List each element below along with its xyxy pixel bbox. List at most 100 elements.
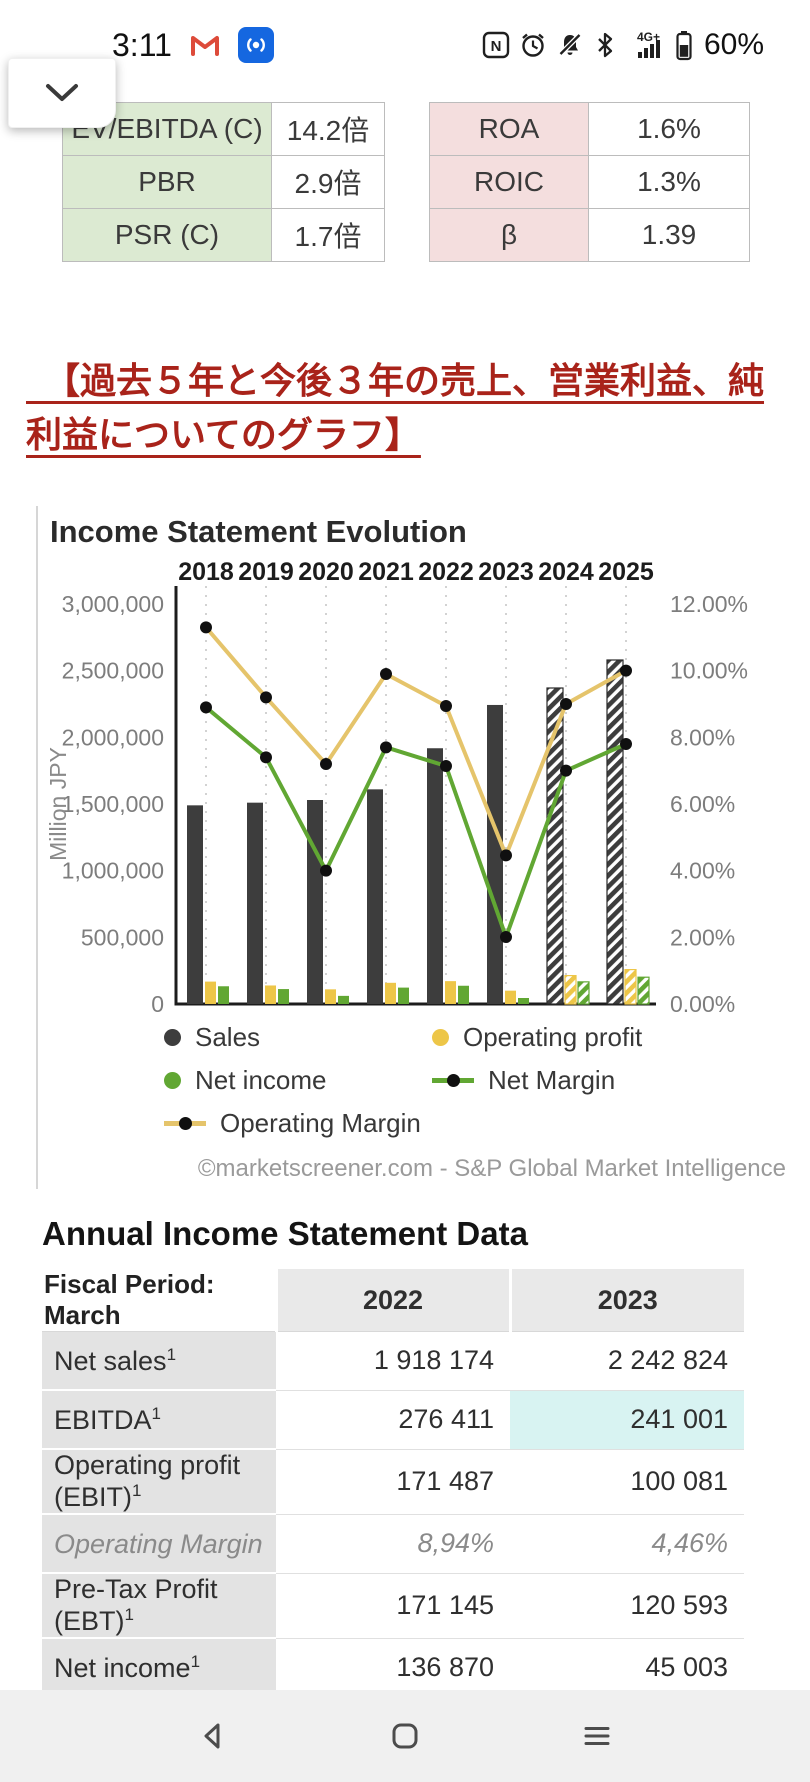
table-row: Operating profit (EBIT)1 171 487 100 081 — [42, 1449, 744, 1515]
status-bar: 3:11 N 4G+ 60% — [0, 0, 810, 90]
valuation-table: EV/EBITDA (C) 14.2倍 PBR 2.9倍 PSR (C) 1.7倍 — [62, 102, 385, 262]
net-income-marker-icon — [164, 1072, 181, 1089]
legend-label: Net income — [195, 1065, 327, 1095]
metric-value: 1.39 — [588, 208, 750, 262]
income-statement-chart: 2018 2019 2020 2021 2022 2023 2024 2025 0 500,000… — [45, 558, 748, 1016]
metric-label: PBR — [62, 155, 272, 209]
svg-text:2.00%: 2.00% — [670, 924, 735, 950]
table-row: ROA 1.6% — [429, 102, 750, 156]
table-row: β 1.39 — [429, 208, 750, 262]
table-row: Net sales1 1 918 174 2 242 824 — [42, 1331, 744, 1391]
metric-label: PSR (C) — [62, 208, 272, 262]
table-row: Net income1 136 870 45 003 — [42, 1638, 744, 1698]
metric-value: 14.2倍 — [271, 102, 385, 156]
svg-text:2,000,000: 2,000,000 — [62, 724, 164, 750]
column-header-2022: 2022 — [274, 1269, 510, 1332]
home-icon — [392, 1723, 418, 1749]
legend-item-sales: Sales — [164, 1022, 432, 1053]
gmail-icon — [190, 36, 219, 56]
legend-item-net-margin: Net Margin — [432, 1065, 792, 1096]
table-row: Operating Margin 8,94% 4,46% — [42, 1514, 744, 1574]
legend-label: Sales — [195, 1022, 261, 1052]
metric-value: 1.6% — [588, 102, 750, 156]
cell-2022: 136 870 — [276, 1638, 510, 1698]
chart-legend: Sales Operating profit Net income Net Ma… — [164, 1022, 792, 1139]
metric-value: 2.9倍 — [271, 155, 385, 209]
svg-text:6.00%: 6.00% — [670, 791, 735, 817]
legend-item-operating-margin: Operating Margin — [164, 1108, 432, 1139]
svg-text:1,000,000: 1,000,000 — [62, 858, 164, 884]
home-button[interactable] — [388, 1719, 422, 1753]
table-header-row: Fiscal Period: March 2022 2023 — [42, 1269, 744, 1332]
operating-margin-marker-icon — [164, 1117, 206, 1130]
fiscal-period-label: Fiscal Period: March — [42, 1269, 276, 1332]
row-label: Net income — [54, 1652, 191, 1683]
recents-icon — [584, 1727, 610, 1745]
alarm-icon — [522, 33, 544, 57]
cell-2023: 45 003 — [510, 1638, 744, 1698]
legend-item-operating-profit: Operating profit — [432, 1022, 792, 1053]
svg-text:1,500,000: 1,500,000 — [62, 791, 164, 817]
back-button[interactable] — [196, 1719, 230, 1753]
hotspot-icon — [237, 27, 274, 63]
cell-2023: 2 242 824 — [510, 1331, 744, 1391]
svg-text:2025: 2025 — [598, 558, 654, 586]
row-label: Net sales — [54, 1345, 167, 1376]
svg-text:4.00%: 4.00% — [670, 858, 735, 884]
column-header-2023: 2023 — [508, 1269, 744, 1332]
chevron-down-icon — [46, 84, 78, 101]
android-nav-bar — [0, 1690, 810, 1782]
annual-table-wrap: Fiscal Period: March 2022 2023 Net sales… — [42, 1269, 744, 1731]
table-row: ROIC 1.3% — [429, 155, 750, 209]
row-label: Operating Margin — [54, 1528, 263, 1559]
status-right: N 4G+ 60% — [482, 28, 764, 62]
notifications-off-icon — [558, 33, 582, 56]
svg-text:8.00%: 8.00% — [670, 724, 735, 750]
svg-text:2022: 2022 — [418, 558, 474, 586]
annual-table-title: Annual Income Statement Data — [42, 1215, 528, 1252]
cell-2023-highlighted: 241 001 — [510, 1390, 744, 1450]
table-row: Pre-Tax Profit (EBT)1 171 145 120 593 — [42, 1573, 744, 1639]
metric-value: 1.7倍 — [271, 208, 385, 262]
row-label: Operating profit (EBIT) — [54, 1450, 241, 1512]
legend-label: Operating profit — [463, 1022, 643, 1052]
signal-4g-icon: 4G+ — [637, 30, 660, 58]
cell-2022: 171 145 — [276, 1573, 510, 1639]
svg-text:2024: 2024 — [538, 558, 594, 586]
cell-2022: 8,94% — [276, 1514, 510, 1574]
svg-text:0.00%: 0.00% — [670, 991, 735, 1016]
cell-2023: 100 081 — [510, 1449, 744, 1515]
table-row: PBR 2.9倍 — [62, 155, 385, 209]
cell-2022: 1 918 174 — [276, 1331, 510, 1391]
bluetooth-icon — [598, 32, 613, 58]
status-left: 3:11 — [112, 27, 274, 64]
svg-text:Million JPY: Million JPY — [45, 747, 71, 861]
nfc-icon: N — [482, 31, 510, 59]
metrics-tables: EV/EBITDA (C) 14.2倍 PBR 2.9倍 PSR (C) 1.7倍 R… — [62, 102, 810, 262]
svg-text:0: 0 — [151, 991, 164, 1016]
svg-text:2020: 2020 — [298, 558, 354, 586]
svg-text:2018: 2018 — [178, 558, 234, 586]
battery-icon — [676, 31, 692, 61]
svg-text:12.00%: 12.00% — [670, 591, 748, 617]
legend-item-net-income: Net income — [164, 1065, 432, 1096]
section-heading-jp: 【過去５年と今後３年の売上、営業利益、純利益についてのグラフ】 — [26, 360, 765, 455]
metric-label: ROA — [429, 102, 589, 156]
svg-text:2019: 2019 — [238, 558, 294, 586]
table-row: PSR (C) 1.7倍 — [62, 208, 385, 262]
svg-text:N: N — [491, 38, 502, 55]
chart-title: Income Statement Evolution — [50, 514, 467, 549]
recents-button[interactable] — [580, 1719, 614, 1753]
svg-text:2021: 2021 — [358, 558, 414, 586]
metric-value: 1.3% — [588, 155, 750, 209]
net-margin-marker-icon — [432, 1074, 474, 1087]
legend-label: Operating Margin — [220, 1108, 421, 1138]
profitability-table: ROA 1.6% ROIC 1.3% β 1.39 — [429, 102, 750, 262]
cell-2022: 276 411 — [276, 1390, 510, 1450]
metric-label: β — [429, 208, 589, 262]
collapse-button[interactable] — [8, 58, 116, 128]
row-label: Pre-Tax Profit (EBT) — [54, 1574, 218, 1636]
operating-profit-marker-icon — [432, 1029, 449, 1046]
legend-label: Net Margin — [488, 1065, 616, 1095]
